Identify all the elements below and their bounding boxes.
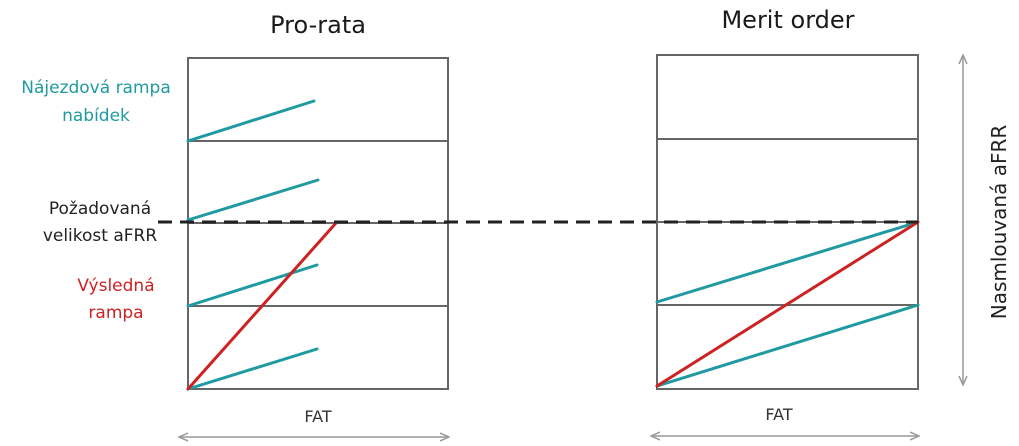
pro-rata-fat-label: FAT: [304, 407, 331, 426]
contracted-afrr-label: Nasmlouvaná aFRR: [987, 125, 1011, 320]
pro-rata-result-ramp: [186, 221, 338, 391]
merit-order-bid-ramp-2: [655, 303, 920, 388]
pro-rata-bid-ramp-4: [186, 347, 319, 391]
pro-rata-title: Pro-rata: [270, 11, 366, 39]
required-afrr-label-line2: velikost aFRR: [43, 226, 158, 246]
pro-rata-bid-ramp-2: [186, 178, 320, 222]
bid-ramp-label-line2: nabídek: [62, 106, 130, 126]
merit-order-bid-ramp-1: [655, 220, 920, 304]
merit-order-fat-label: FAT: [765, 405, 792, 424]
result-ramp-label-line1: Výsledná: [77, 276, 154, 296]
pro-rata-bid-ramp-3: [186, 263, 319, 308]
pro-rata-bid-ramp-1: [186, 99, 316, 143]
merit-order-title: Merit order: [721, 6, 854, 34]
result-ramp-label-line2: rampa: [88, 303, 143, 323]
required-afrr-label-line1: Požadovaná: [49, 199, 151, 219]
merit-order-result-ramp: [655, 220, 920, 388]
bid-ramp-label-line1: Nájezdová rampa: [21, 78, 171, 98]
